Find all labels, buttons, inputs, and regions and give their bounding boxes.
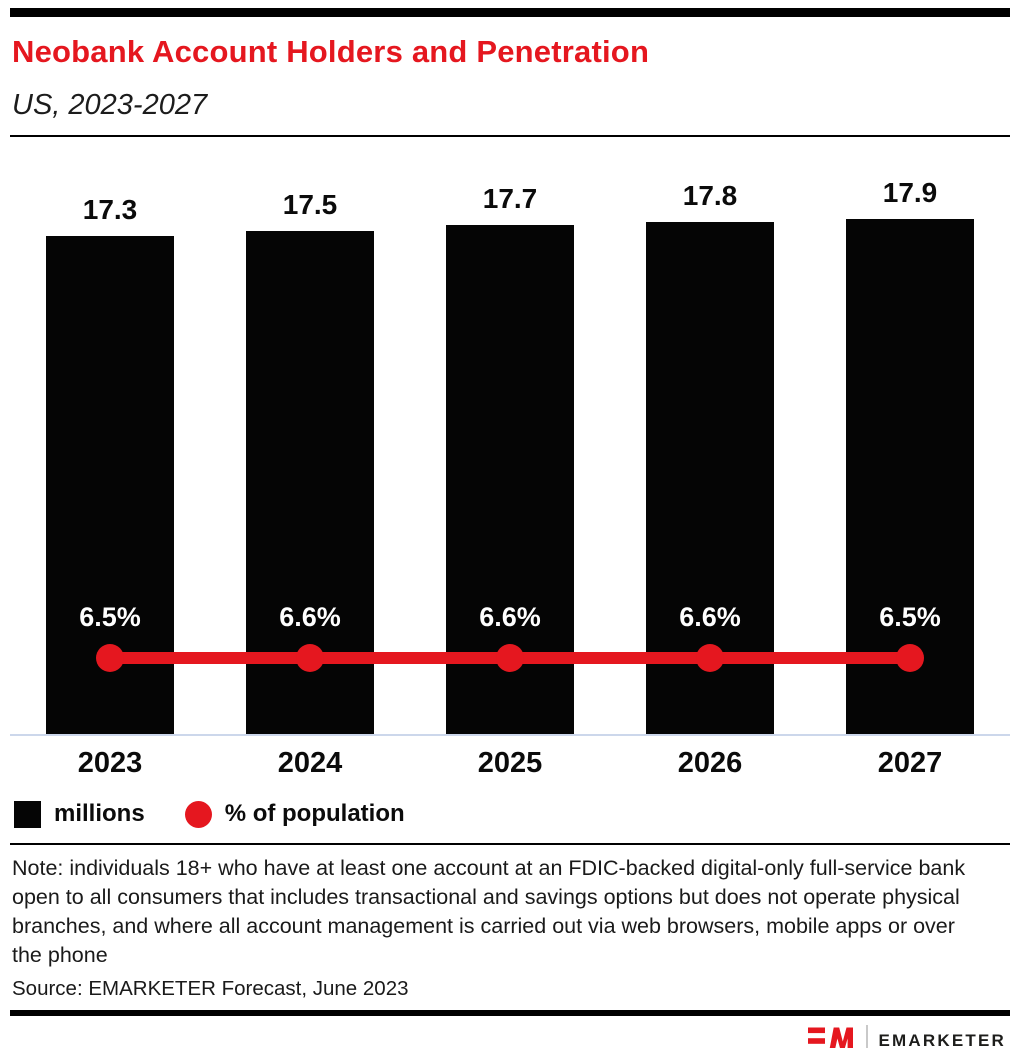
bar-value-2027: 17.9	[882, 177, 938, 208]
x-tick-2026: 2026	[677, 747, 743, 779]
brand-divider	[865, 1025, 868, 1048]
x-tick-2027: 2027	[877, 747, 943, 779]
bar-line-combo-chart: 17.3 2023 17.5 2024 17.7 2025 17.8 2026 17.9 2027…	[0, 137, 1020, 782]
legend-divider	[10, 843, 1010, 845]
line-point-2023	[96, 644, 124, 672]
legend-label-millions: millions	[54, 800, 145, 827]
legend-item-population: % of population	[184, 800, 405, 828]
line-point-2025	[496, 644, 524, 672]
line-point-2027	[896, 644, 924, 672]
chart-source: Source: EMARKETER Forecast, June 2023	[12, 977, 409, 1000]
bar-value-2026: 17.8	[682, 180, 738, 211]
chart-legend: millions % of population	[14, 798, 1020, 830]
line-value-2023: 6.5%	[79, 602, 141, 632]
brand-lockup: EMARKETER	[0, 1024, 1006, 1048]
bar-value-2025: 17.7	[482, 183, 538, 214]
x-tick-2023: 2023	[77, 747, 143, 779]
line-value-2026: 6.6%	[679, 602, 741, 632]
x-tick-2025: 2025	[477, 747, 543, 779]
bar-swatch-icon	[14, 800, 41, 828]
chart-title: Neobank Account Holders and Penetration	[12, 34, 650, 69]
line-point-2026	[696, 644, 724, 672]
bar-value-2023: 17.3	[82, 194, 138, 225]
header-divider	[10, 135, 1010, 137]
line-value-2027: 6.5%	[879, 602, 941, 632]
emarketer-logo-icon	[807, 1027, 853, 1048]
x-axis-line	[10, 734, 1010, 736]
footer-divider	[10, 1010, 1010, 1016]
chart-subtitle: US, 2023-2027	[12, 89, 208, 121]
x-tick-2024: 2024	[277, 747, 343, 779]
bar-value-2024: 17.5	[282, 189, 338, 220]
line-value-2025: 6.6%	[479, 602, 541, 632]
line-value-2024: 6.6%	[279, 602, 341, 632]
top-rule	[10, 8, 1010, 17]
brand-wordmark: EMARKETER	[878, 1031, 1006, 1048]
legend-item-millions: millions	[14, 800, 145, 828]
line-point-2024	[296, 644, 324, 672]
line-swatch-icon	[184, 800, 212, 828]
legend-label-population: % of population	[224, 800, 405, 827]
chart-note: Note: individuals 18+ who have at least …	[12, 856, 966, 967]
